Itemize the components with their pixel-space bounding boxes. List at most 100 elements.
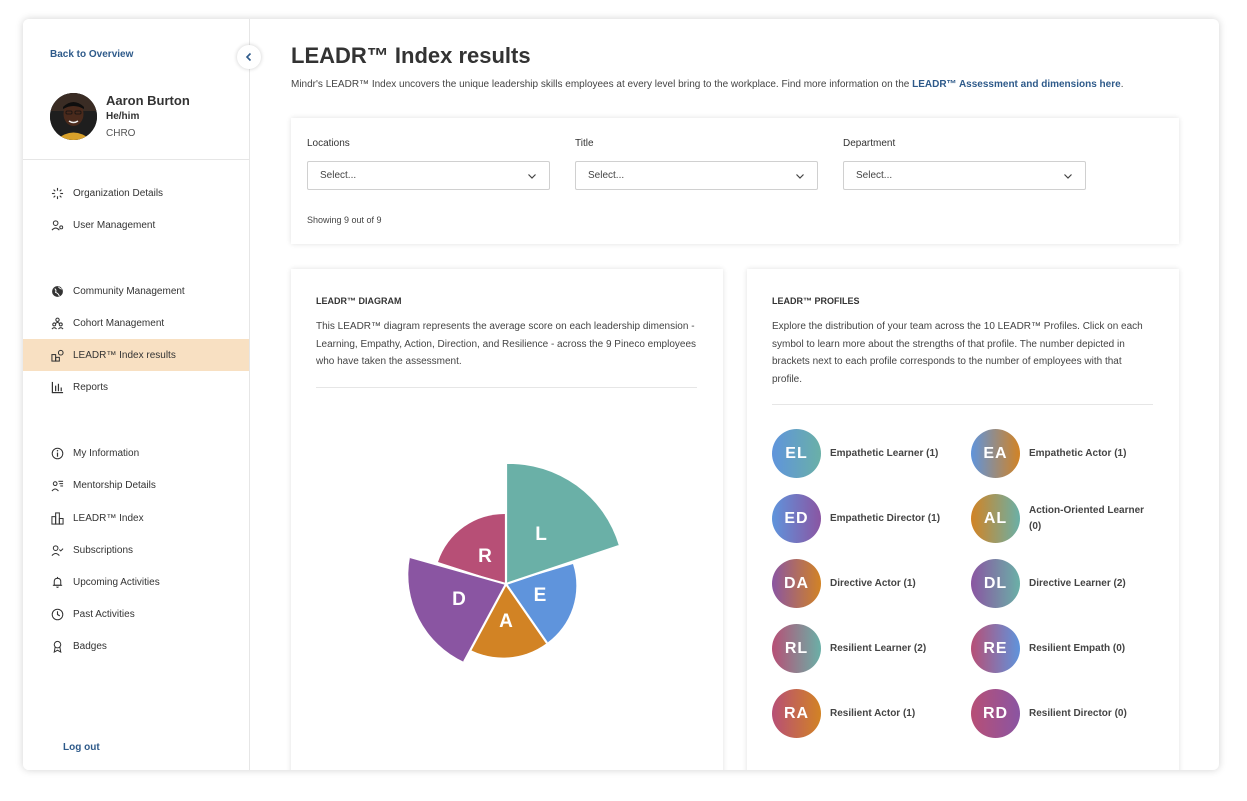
bar-chart-icon (51, 381, 64, 393)
profile-badge[interactable]: RE (971, 624, 1020, 673)
sidebar-item-label: LEADR™ Index (73, 512, 144, 524)
slice-learning[interactable] (506, 464, 619, 584)
profile-badge[interactable]: EA (971, 429, 1020, 478)
sidebar-item-label: Mentorship Details (73, 479, 156, 491)
page-description-end: . (1120, 79, 1124, 90)
sidebar-item-label: Reports (73, 381, 109, 393)
sidebar-item-community-management[interactable]: Community Management (23, 275, 249, 307)
sidebar-item-cohort-management[interactable]: Cohort Management (23, 307, 249, 339)
profile-badge[interactable]: DL (971, 559, 1020, 608)
sidebar-item-organization-details[interactable]: Organization Details (23, 177, 249, 209)
slice-action[interactable] (462, 584, 547, 658)
sidebar-item-label: User Management (73, 219, 156, 231)
globe-icon (52, 285, 63, 297)
sidebar-item-reports[interactable]: Reports (23, 371, 249, 403)
sidebar-item-user-management[interactable]: User Management (23, 209, 249, 241)
leadr-diagram-card: LEADR™ DIAGRAM This LEADR™ diagram repre… (291, 269, 723, 770)
department-select[interactable]: Select... (843, 161, 1086, 190)
title-select[interactable]: Select... (575, 161, 818, 190)
select-placeholder: Select... (320, 170, 357, 181)
slice-label-a: A (499, 611, 513, 632)
sidebar-item-my-information[interactable]: My Information (23, 437, 249, 469)
locations-select[interactable]: Select... (307, 161, 550, 190)
profile-badge[interactable]: AL (971, 494, 1020, 543)
chevron-down-icon (1064, 174, 1072, 179)
user-role: CHRO (106, 128, 136, 139)
profile-badge[interactable]: DA (772, 559, 821, 608)
profile-badge[interactable]: ED (772, 494, 821, 543)
sidebar-item-label: Past Activities (73, 608, 135, 620)
slice-separators (409, 464, 620, 663)
chevron-down-icon (528, 174, 536, 179)
slice-resilience[interactable] (438, 513, 506, 584)
sidebar-item-leadr-index-results[interactable]: LEADR™ Index results (23, 339, 249, 371)
sidebar-item-leadr-index[interactable]: LEADR™ Index (23, 502, 249, 534)
diagram-description: This LEADR™ diagram represents the avera… (316, 321, 697, 367)
leadr-profiles-card: LEADR™ PROFILES Explore the distribution… (747, 269, 1179, 770)
select-placeholder: Select... (856, 170, 893, 181)
profile-badge[interactable]: RL (772, 624, 821, 673)
sidebar-item-label: Badges (73, 640, 107, 652)
ribbon-icon (53, 640, 62, 653)
select-placeholder: Select... (588, 170, 625, 181)
profile-label: Directive Actor (1) (830, 577, 916, 589)
slice-direction[interactable] (408, 557, 506, 662)
profile-dl[interactable]: DL Directive Learner (2) (971, 559, 1154, 608)
sidebar-item-upcoming-activities[interactable]: Upcoming Activities (23, 566, 249, 598)
sidebar-item-label: LEADR™ Index results (73, 349, 176, 361)
profile-label: Empathetic Learner (1) (830, 447, 939, 459)
info-icon (51, 447, 64, 459)
filter-label-title: Title (575, 138, 594, 149)
bell-icon (52, 576, 63, 588)
slice-label-r: R (478, 546, 492, 567)
diagram-title: LEADR™ DIAGRAM (316, 296, 402, 306)
profile-al[interactable]: AL Action-Oriented Learner (0) (971, 494, 1154, 543)
profile-ra[interactable]: RA Resilient Actor (1) (772, 689, 955, 738)
sidebar-item-label: Upcoming Activities (73, 576, 160, 588)
profile-da[interactable]: DA Directive Actor (1) (772, 559, 955, 608)
chevron-down-icon (796, 174, 804, 179)
profile-el[interactable]: EL Empathetic Learner (1) (772, 429, 955, 478)
main-content: LEADR™ Index results Mindr's LEADR™ Inde… (251, 19, 1219, 770)
diagram-divider (316, 387, 697, 388)
sidebar-item-label: Organization Details (73, 187, 164, 199)
sidebar-item-badges[interactable]: Badges (23, 630, 249, 662)
slice-empathy[interactable] (506, 564, 577, 643)
profile-rl[interactable]: RL Resilient Learner (2) (772, 624, 955, 673)
sidebar-item-mentorship-details[interactable]: Mentorship Details (23, 469, 249, 501)
profile-badge[interactable]: RA (772, 689, 821, 738)
blocks-icon (51, 511, 64, 525)
profile-ea[interactable]: EA Empathetic Actor (1) (971, 429, 1154, 478)
page-description-text: Mindr's LEADR™ Index uncovers the unique… (291, 79, 913, 90)
mentor-icon (51, 480, 64, 491)
profile-ed[interactable]: ED Empathetic Director (1) (772, 494, 955, 543)
profile-label: Action-Oriented Learner (0) (1029, 504, 1145, 532)
profile-label: Resilient Actor (1) (830, 707, 916, 719)
sidebar-item-label: Subscriptions (73, 544, 134, 556)
profiles-description: Explore the distribution of your team ac… (772, 321, 1143, 385)
shapes-icon (51, 349, 64, 362)
page-description: Mindr's LEADR™ Index uncovers the unique… (291, 79, 1123, 90)
profile-label: Empathetic Actor (1) (1029, 447, 1127, 459)
sidebar-item-subscriptions[interactable]: Subscriptions (23, 534, 249, 566)
collapse-sidebar-button[interactable] (237, 45, 261, 69)
leadr-assessment-link[interactable]: LEADR™ Assessment and dimensions here (912, 79, 1121, 90)
logout-link[interactable]: Log out (63, 742, 100, 753)
user-pronouns: He/him (106, 111, 140, 122)
profile-rd[interactable]: RD Resilient Director (0) (971, 689, 1154, 738)
profile-badge[interactable]: EL (772, 429, 821, 478)
avatar (50, 93, 97, 140)
profile-label: Empathetic Director (1) (830, 512, 941, 524)
profile-re[interactable]: RE Resilient Empath (0) (971, 624, 1154, 673)
sidebar-item-label: Community Management (73, 285, 185, 297)
page-title: LEADR™ Index results (291, 43, 531, 68)
sidebar: Back to Overview Aaron Burton He/him CHR… (23, 19, 261, 770)
profile-badge[interactable]: RD (971, 689, 1020, 738)
user-name: Aaron Burton (106, 93, 190, 108)
clock-icon (51, 608, 64, 620)
profile-label: Resilient Director (0) (1029, 707, 1127, 719)
sidebar-item-past-activities[interactable]: Past Activities (23, 598, 249, 630)
slice-label-d: D (452, 589, 466, 610)
back-to-overview-link[interactable]: Back to Overview (50, 49, 134, 60)
profile-label: Resilient Empath (0) (1029, 642, 1126, 654)
